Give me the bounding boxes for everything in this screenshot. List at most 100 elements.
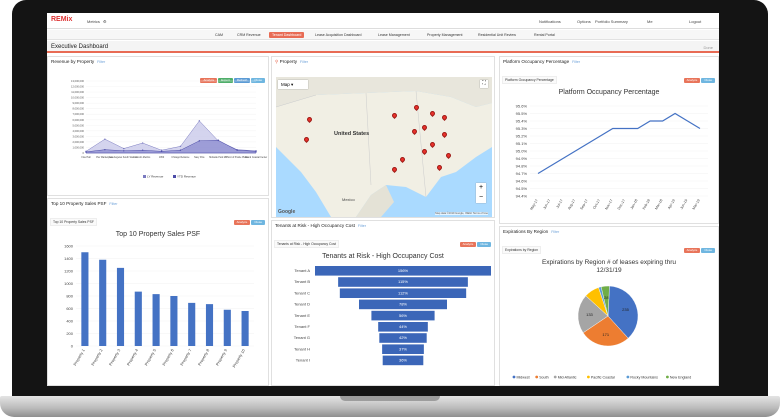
filter-link[interactable]: Filter [551,230,560,234]
top-bar: REMix Metrics ⚙ Notifications Options Po… [47,13,719,29]
bar-6 [170,296,178,346]
legend-label: Mid-Atlantic [558,375,577,379]
nav-tenant-dashboard[interactable]: Tenant Dashboard [269,32,305,38]
y-tick-label: 94.5% [516,186,528,191]
nav-rental-portal[interactable]: Rental Portal [534,33,555,37]
close-button[interactable]: Close [701,248,715,253]
y-tick-label: 0 [83,151,85,155]
data-point [123,147,125,150]
user-menu[interactable]: Me [647,19,653,24]
y-tick-label: 95.4% [516,119,528,124]
map-attribution: Map data ©2019 Google, INEGI Terms of Us… [435,212,488,215]
y-tick-label: 94.4% [516,194,528,199]
filter-link[interactable]: Filter [572,60,581,64]
zoom-out-button[interactable]: − [478,194,484,201]
metrics-menu[interactable]: Metrics [87,19,100,24]
x-tick-label: Jul-17 [555,199,563,209]
occupancy-chart: Platform Occupancy Percentage 95.6% 95.5% 9… [516,89,708,211]
legend-swatch [143,175,146,178]
x-tick-label: Property 4 [126,347,140,366]
x-tick-label: Property 1 [72,347,86,366]
data-label: 56% [399,313,407,318]
x-tick-label: Navy Pole [194,157,205,159]
filter-link[interactable]: Filter [109,202,118,206]
data-label: 235 [622,307,629,312]
nav-lease-management[interactable]: Lease Management [378,33,410,37]
y-tick-label: 94.8% [516,164,528,169]
analyze-button[interactable]: Analyze [233,220,251,225]
y-tick-label: 0 [71,344,74,349]
y-tick-label: 95.5% [516,111,528,116]
filter-link[interactable]: Filter [97,60,106,64]
analyze-button[interactable]: Analyze [683,78,701,83]
y-tick-label: 1000 [64,281,74,286]
legend-swatch [173,175,176,178]
funnel-bar-tenant-c [339,288,467,298]
chart-title: Top 10 Property Sales PSF [116,231,200,238]
options-menu[interactable]: Options [577,19,591,24]
nav-property-management[interactable]: Property Management [427,33,463,37]
nav-residential-unit-review[interactable]: Residential Unit Review [478,33,516,37]
us-map[interactable] [276,77,492,217]
y-tick-label: 10,000,000 [71,96,85,100]
export-button[interactable]: Export [218,78,233,83]
nav-lease-acquisition[interactable]: Lease Acquisition Dashboard [315,33,362,37]
zoom-in-button[interactable]: + [478,184,484,191]
refresh-button[interactable]: Refresh [233,78,251,83]
y-tick-label: 9,000,000 [72,101,84,105]
google-logo: Google [278,209,296,215]
close-button[interactable]: Close [251,220,265,225]
gear-icon[interactable]: ⚙ [103,19,107,24]
close-button[interactable]: Close [701,78,715,83]
portfolio-summary-menu[interactable]: Portfolio Summary [595,19,628,24]
data-label: 115% [398,279,408,284]
x-tick-label: 1950 [159,157,165,159]
data-label: 42% [399,335,407,340]
legend-swatch [512,375,516,379]
expirations-panel: Expirations By Region Filter Analyze Close… [499,226,719,386]
y-tick-label: 6,000,000 [72,118,84,122]
sales-chart: Top 10 Property Sales PSF 1600 1400 1200 100… [64,231,254,368]
y-tick-label: 1200 [64,269,74,274]
map-type-select[interactable]: Map ▾ [278,80,308,89]
panel-title: Platform Occupancy Percentage [503,59,570,64]
panel-header: Revenue by Property Filter [48,57,268,66]
edit-toggle[interactable]: Done [703,45,713,50]
x-tick-label: Pier Marketplace [96,156,114,159]
brand-logo[interactable]: REMix [51,16,73,23]
fullscreen-icon[interactable]: ⛶ [480,80,488,88]
chart-title: Tenants at Risk - High Occupancy Cost [322,253,444,260]
bar-9 [223,309,231,346]
x-tick-label: Property 5 [143,347,157,366]
bar-8 [205,304,214,346]
analyze-button[interactable]: Analyze [683,248,701,253]
close-button[interactable]: Close [477,242,491,247]
x-tick-label: Chicago Reliance [171,157,190,159]
panel-header: Top 10 Property Sales PSF Filter [48,199,268,208]
risk-panel: Tenants at Risk - High Occupancy Cost Fil… [271,220,495,386]
bar-7 [188,302,196,346]
legend-swatch [626,375,630,379]
x-tick-label: Los Angeles South Stadium [110,156,138,159]
close-button[interactable]: Close [251,78,265,83]
data-point [160,150,163,153]
expirations-chart: Expirations by Region # of leases expiri… [512,259,691,379]
filter-link[interactable]: Filter [357,224,366,228]
x-tick-label: Feb-18 [642,199,651,211]
data-label: 156% [398,268,409,273]
nav-crm-revenue[interactable]: CRM Revenue [237,33,261,37]
x-tick-label: May-17 [529,198,538,210]
x-tick-label: Jun-19 [679,199,688,211]
x-tick-label: Property 8 [197,347,211,366]
analyze-button[interactable]: Analyze [200,78,218,83]
x-tick-label: Fine Hall [81,157,91,159]
notifications-menu[interactable]: Notifications [539,19,561,24]
analyze-button[interactable]: Analyze [459,242,477,247]
logout-link[interactable]: Logout [689,19,702,24]
legend-label: Midwest [517,375,530,379]
filter-link[interactable]: Filter [300,60,309,64]
x-tick-label: Property 7 [179,347,193,366]
panel-header: Tenants at Risk - High Occupancy Cost Fil… [272,221,494,230]
nav-cam[interactable]: CAM [215,33,223,37]
y-tick-label: 95.3% [516,126,528,131]
